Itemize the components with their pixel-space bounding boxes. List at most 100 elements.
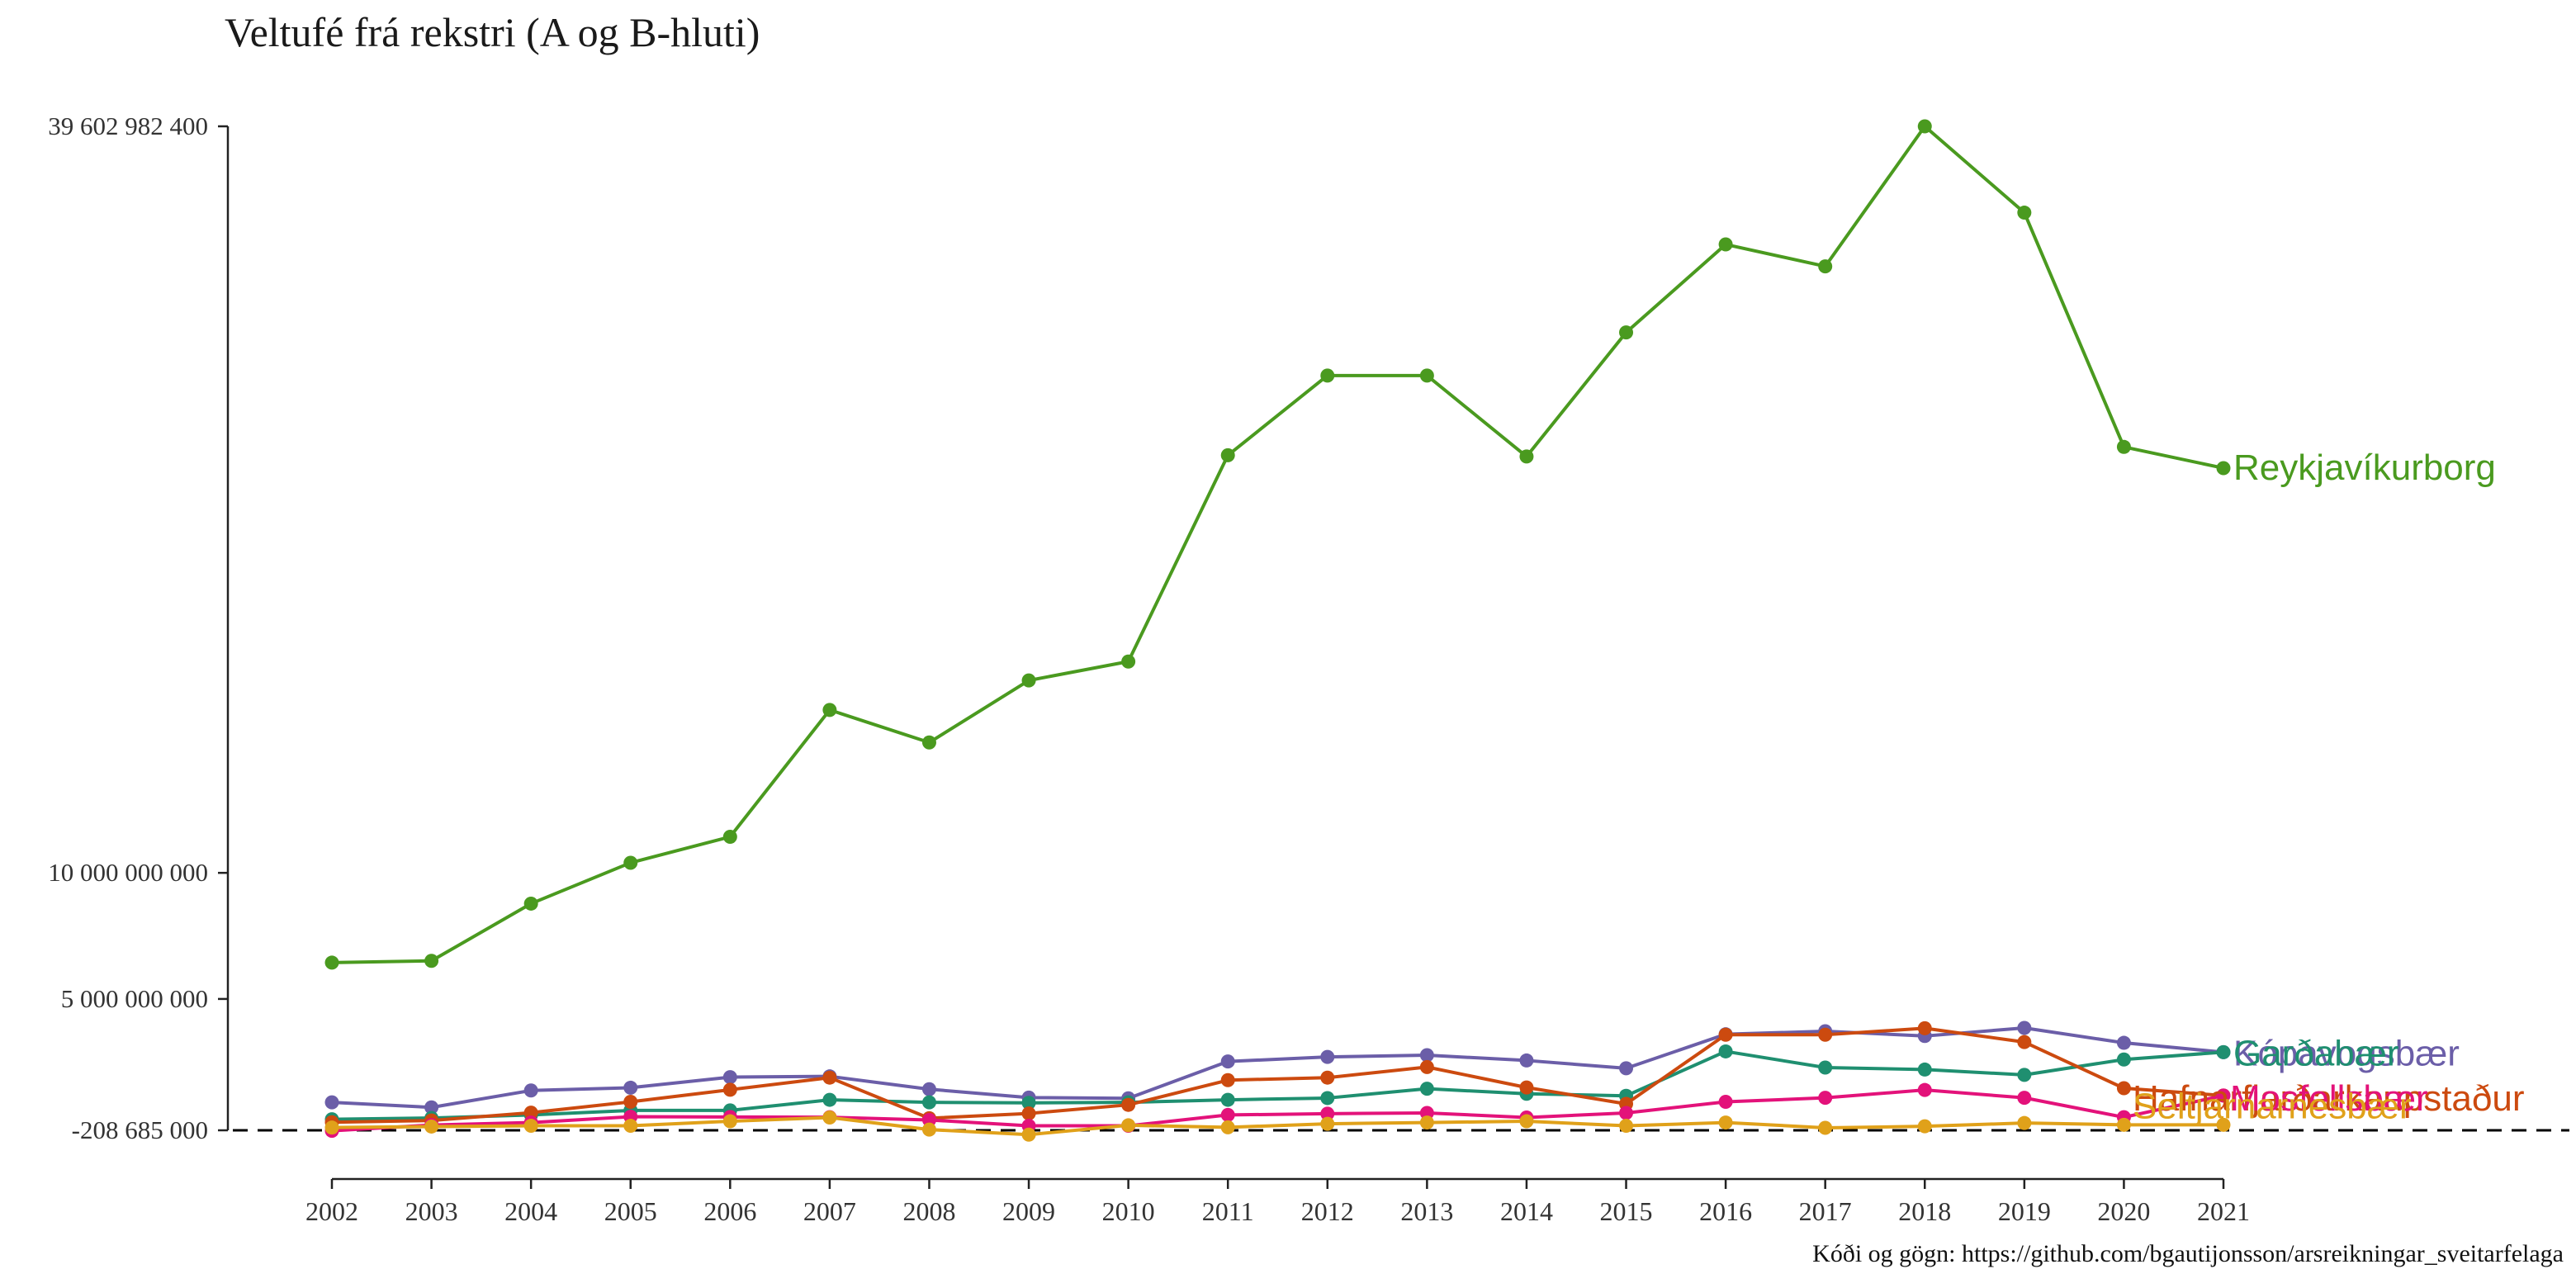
series-line (331, 125, 2224, 964)
x-tick-label: 2007 (803, 1196, 856, 1226)
x-tick-label: 2018 (1898, 1196, 1951, 1226)
x-tick-label: 2020 (2097, 1196, 2150, 1226)
data-point (2216, 1044, 2231, 1059)
data-point (523, 896, 538, 911)
data-point (2116, 1035, 2131, 1050)
data-point (1419, 1048, 1434, 1063)
data-point (623, 1095, 638, 1110)
data-point (822, 703, 837, 717)
data-point (324, 955, 339, 970)
data-point (2116, 439, 2131, 454)
data-point (1519, 1053, 1534, 1068)
x-axis: 2002 2003 2004 2005 2006 2007 2008 2009 2010 2011… (305, 1177, 2250, 1226)
data-point (1519, 1080, 1534, 1095)
series-Reykjavíkurborg (324, 119, 2231, 970)
data-point (722, 830, 737, 845)
x-tick-label: 2004 (504, 1196, 557, 1226)
series-end-label: Garðabær (2233, 1033, 2399, 1073)
series-line (331, 1026, 2224, 1110)
data-point (1519, 449, 1534, 464)
data-point (623, 855, 638, 870)
data-point (822, 1092, 837, 1107)
x-tick-label: 2008 (902, 1196, 955, 1226)
data-point (1320, 1070, 1335, 1085)
data-point (2116, 1052, 2131, 1067)
data-point (1121, 654, 1136, 669)
data-point (1320, 1116, 1335, 1131)
data-point (2216, 1088, 2231, 1103)
data-point (921, 1095, 936, 1110)
data-point (2017, 1020, 2032, 1035)
data-point (523, 1119, 538, 1134)
data-point (1519, 1114, 1534, 1129)
x-tick-label: 2015 (1600, 1196, 1653, 1226)
data-point (2216, 1117, 2231, 1132)
data-point (1021, 1106, 1036, 1121)
data-point (1220, 1092, 1235, 1107)
series-line (331, 1088, 2224, 1133)
data-point (523, 1106, 538, 1120)
data-point (1619, 1119, 1634, 1134)
data-point (1320, 368, 1335, 383)
data-point (2017, 1091, 2032, 1106)
data-point (1419, 1082, 1434, 1096)
data-point (921, 1082, 936, 1096)
series-line (331, 1026, 2224, 1125)
data-point (722, 1114, 737, 1129)
data-point (1917, 1062, 1932, 1077)
data-point (1818, 1120, 1833, 1135)
data-point (1619, 1106, 1634, 1120)
data-point (1818, 1060, 1833, 1075)
x-tick-label: 2005 (604, 1196, 657, 1226)
data-point (1320, 1106, 1335, 1121)
y-tick-label: 39 602 982 400 (48, 111, 208, 140)
data-point (1718, 1027, 1733, 1042)
data-point (1718, 1095, 1733, 1110)
x-tick-label: 2012 (1301, 1196, 1354, 1226)
chart-caption: Kóði og gögn: https://github.com/bgautij… (1812, 1240, 2564, 1267)
x-tick-label: 2009 (1002, 1196, 1055, 1226)
data-point (2116, 1081, 2131, 1096)
data-point (1818, 1027, 1833, 1042)
data-point (623, 1080, 638, 1095)
data-point (1220, 447, 1235, 462)
x-tick-label: 2006 (703, 1196, 756, 1226)
data-point (1021, 1096, 1036, 1110)
data-point (1619, 325, 1634, 340)
data-point (424, 954, 439, 968)
series-Garðabær (324, 1044, 2231, 1127)
data-point (2216, 461, 2231, 476)
data-point (523, 1083, 538, 1098)
data-point (722, 1070, 737, 1085)
data-point (1818, 1091, 1833, 1106)
series-Seltjarnarnesbær (324, 1110, 2231, 1142)
data-point (424, 1119, 439, 1134)
y-tick-label: -208 685 000 (72, 1115, 208, 1144)
data-point (1917, 1119, 1932, 1134)
x-tick-label: 2011 (1202, 1196, 1254, 1226)
data-point (1320, 1091, 1335, 1106)
data-point (1917, 119, 1932, 134)
y-axis: -208 685 000 5 000 000 000 10 000 000 000 3… (48, 111, 230, 1144)
data-point (1021, 1127, 1036, 1142)
series-end-label: Hafnarfjarðarkaupstaður (2133, 1078, 2524, 1119)
data-point (1917, 1082, 1932, 1097)
series-line (331, 1049, 2224, 1121)
data-point (324, 1095, 339, 1110)
data-point (1718, 1115, 1733, 1130)
y-tick-label: 5 000 000 000 (61, 984, 208, 1013)
x-tick-label: 2002 (305, 1196, 358, 1226)
data-point (1718, 1044, 1733, 1058)
x-tick-label: 2016 (1699, 1196, 1752, 1226)
data-point (921, 735, 936, 750)
data-point (1121, 1118, 1136, 1133)
data-point (1220, 1120, 1235, 1134)
data-point (2017, 1035, 2032, 1049)
data-point (1121, 1097, 1136, 1112)
x-tick-label: 2014 (1500, 1196, 1553, 1226)
data-point (2017, 206, 2032, 220)
data-point (1419, 368, 1434, 383)
data-point (2017, 1068, 2032, 1082)
